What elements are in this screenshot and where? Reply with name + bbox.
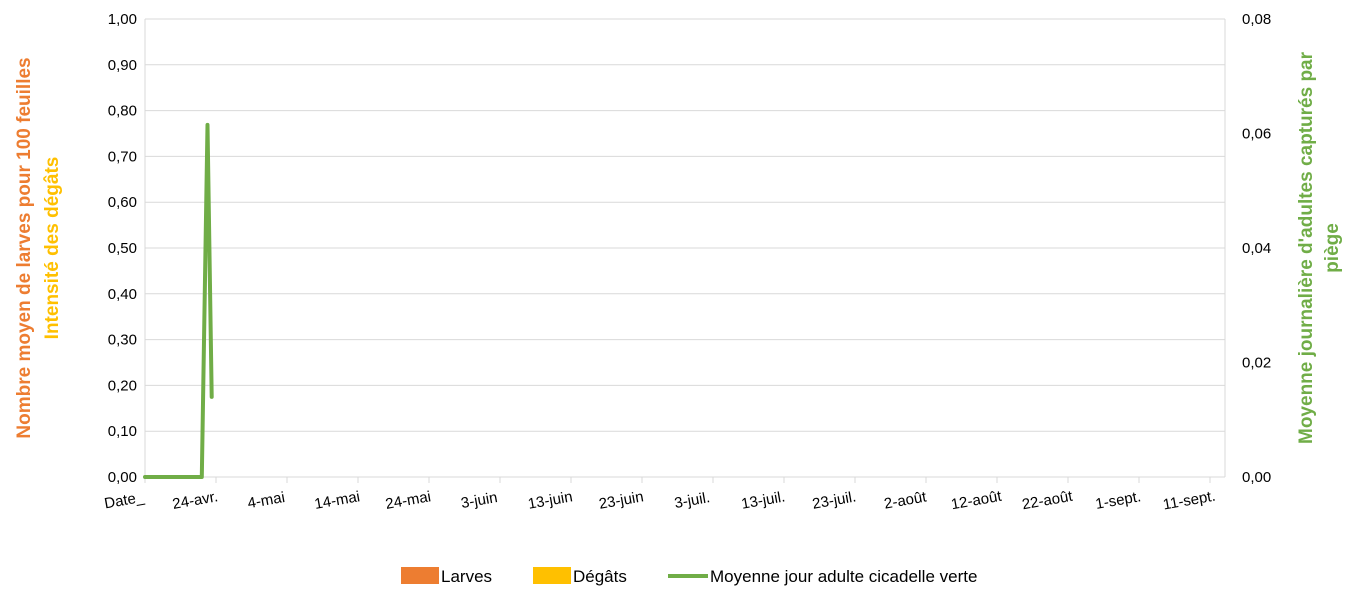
left-axis-label-line2: Intensité des dégâts <box>42 157 63 340</box>
x-tick-label: 23-juin <box>598 488 645 513</box>
left-axis-ticks: 0,00 0,10 0,20 0,30 0,40 0,50 0,60 0,70 0,80 0,90… <box>108 11 137 486</box>
x-tick-label: 12-août <box>950 488 1004 514</box>
series-layer <box>143 122 214 479</box>
left-tick-label: 0,40 <box>108 286 137 303</box>
right-axis-label-line2: piège <box>1322 223 1343 273</box>
left-tick-label: 0,00 <box>108 469 137 486</box>
gridlines <box>145 18 1225 432</box>
right-tick-label: 0,04 <box>1242 240 1271 257</box>
left-tick-label: 0,20 <box>108 377 137 394</box>
legend: Larves Dégâts Moyenne jour adulte cicade… <box>401 567 977 586</box>
x-tick-label: 13-juil. <box>740 488 786 512</box>
x-tick-label: 3-juil. <box>673 489 711 512</box>
x-tick-label: 2-août <box>883 488 929 512</box>
x-tick-label: 24-mai <box>384 488 432 513</box>
x-tick-label: 13-juin <box>527 488 574 513</box>
x-tick-label: 14-mai <box>313 488 361 513</box>
left-tick-label: 0,70 <box>108 148 137 165</box>
x-tick-label: 4-mai <box>246 489 286 512</box>
left-tick-label: 0,60 <box>108 194 137 211</box>
x-tick-label: 24-avr. <box>171 488 219 513</box>
right-tick-label: 0,06 <box>1242 126 1271 143</box>
legend-label-adultes: Moyenne jour adulte cicadelle verte <box>710 567 977 586</box>
legend-label-larves: Larves <box>441 567 492 586</box>
x-axis-ticks: Date_ 24-avr. 4-mai 14-mai 24-mai 3-juin 13-ju… <box>103 488 1217 514</box>
right-tick-label: 0,02 <box>1242 355 1271 372</box>
right-tick-label: 0,08 <box>1242 11 1271 28</box>
left-tick-label: 0,30 <box>108 332 137 349</box>
x-tick-label: 1-sept. <box>1094 488 1142 513</box>
left-tick-label: 0,90 <box>108 57 137 74</box>
right-axis-label-line1: Moyenne journalière d'adultes capturés p… <box>1296 51 1317 444</box>
x-tick-label: 22-août <box>1021 488 1075 514</box>
left-axis-label-line1: Nombre moyen de larves pour 100 feuilles <box>14 57 35 438</box>
x-tick-label: Date_ <box>103 489 146 513</box>
x-tick-label: 3-juin <box>460 489 499 512</box>
right-axis-ticks: 0,00 0,02 0,04 0,06 0,08 <box>1242 11 1271 486</box>
x-tick-label: 23-juil. <box>811 488 857 512</box>
legend-swatch-degats <box>533 567 571 584</box>
legend-label-degats: Dégâts <box>573 567 627 586</box>
series-line-adultes <box>143 122 214 479</box>
axes <box>144 19 1226 483</box>
x-tick-label: 11-sept. <box>1162 488 1217 514</box>
left-tick-label: 0,50 <box>108 240 137 257</box>
right-tick-label: 0,00 <box>1242 469 1271 486</box>
legend-swatch-larves <box>401 567 439 584</box>
left-tick-label: 1,00 <box>108 11 137 28</box>
left-tick-label: 0,10 <box>108 423 137 440</box>
left-tick-label: 0,80 <box>108 103 137 120</box>
